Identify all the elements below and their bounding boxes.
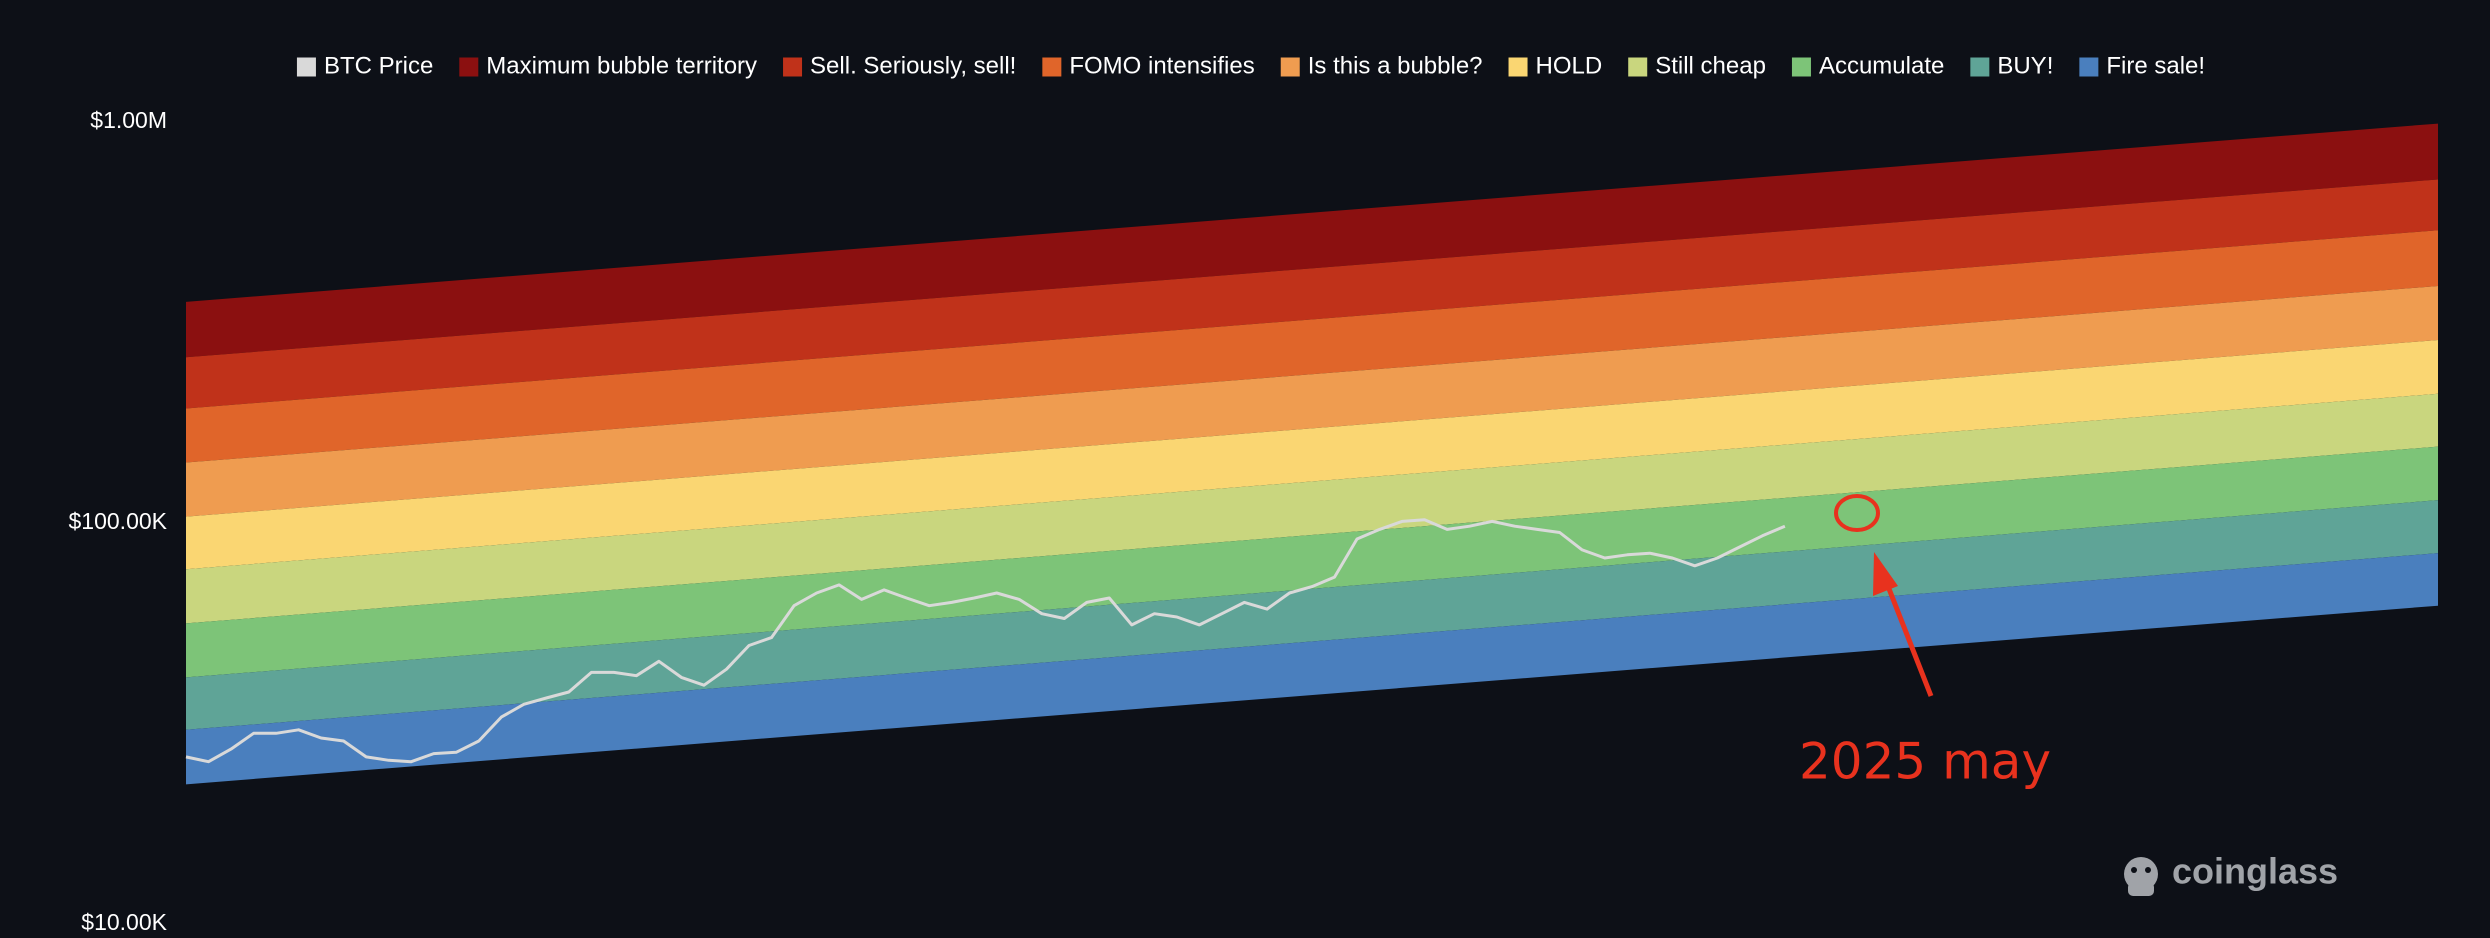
legend-label: Is this a bubble? xyxy=(1308,52,1483,79)
rainbow-band xyxy=(186,123,2438,358)
logo-icon xyxy=(2124,857,2158,896)
annotation: 2025 may xyxy=(1799,733,2051,791)
legend-swatch xyxy=(296,57,316,77)
y-tick-label: $1.00M xyxy=(90,107,167,133)
legend-swatch xyxy=(1791,57,1811,77)
legend-label: FOMO intensifies xyxy=(1069,52,1254,79)
y-tick-label: $100.00K xyxy=(69,508,168,534)
rainbow-band xyxy=(186,285,2438,517)
legend-label: BUY! xyxy=(1997,52,2053,79)
lines xyxy=(185,518,1786,764)
rainbow-band xyxy=(186,230,2438,463)
legend-label: HOLD xyxy=(1536,52,1603,79)
legend-swatch xyxy=(1508,57,1528,77)
rainbow-band xyxy=(186,339,2438,570)
y-tick-label: $10.00K xyxy=(81,909,167,935)
legend-swatch xyxy=(1628,57,1648,77)
legend-label: BTC Price xyxy=(324,52,433,79)
legend-label: Accumulate xyxy=(1819,52,1944,79)
legend-swatch xyxy=(1042,57,1062,77)
price-line xyxy=(185,518,1786,764)
bands xyxy=(186,123,2438,785)
legend-label: Maximum bubble territory xyxy=(486,52,757,79)
legend-swatch xyxy=(459,57,479,77)
arrow-shaft xyxy=(1881,575,1934,697)
rainbow-band xyxy=(186,393,2438,624)
legend: BTC Price Maximum bubble territory Sell. S… xyxy=(296,52,2205,79)
legend-label: Fire sale! xyxy=(2106,52,2205,79)
legend-swatch xyxy=(2079,57,2099,77)
arrow-head xyxy=(1873,552,1898,596)
rainbow-band xyxy=(186,553,2438,785)
y-axis: $1.00M $100.00K $10.00K xyxy=(69,107,168,935)
logo-text: coinglass xyxy=(2172,851,2338,892)
legend-swatch xyxy=(1970,57,1990,77)
legend-swatch xyxy=(1280,57,1300,77)
highlight-circle xyxy=(1834,494,1880,532)
legend-label: Still cheap xyxy=(1655,52,1766,79)
rainbow-band xyxy=(186,179,2438,409)
legend-label: Sell. Seriously, sell! xyxy=(810,52,1016,79)
legend-swatch xyxy=(783,57,803,77)
